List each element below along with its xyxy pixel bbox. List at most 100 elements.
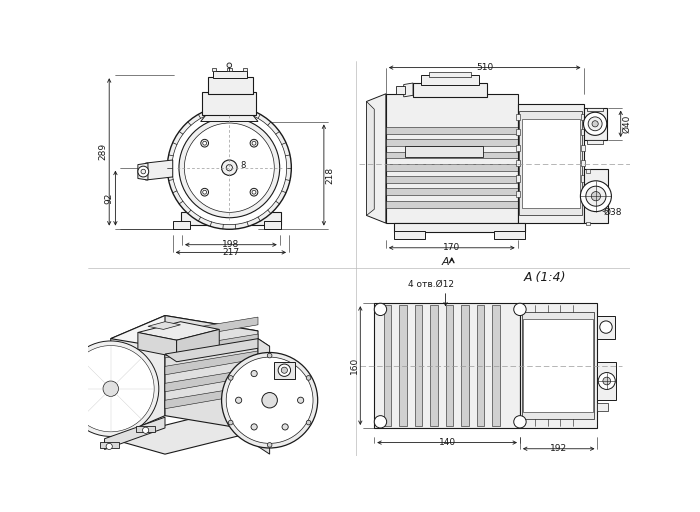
Bar [428, 72, 471, 77]
Bar [430, 305, 438, 426]
Bar [211, 68, 216, 72]
Polygon shape [104, 417, 165, 450]
Polygon shape [165, 334, 258, 358]
Circle shape [592, 191, 601, 201]
Bar [523, 319, 593, 412]
Circle shape [201, 139, 209, 147]
Polygon shape [148, 322, 181, 329]
Polygon shape [111, 315, 165, 439]
Bar [520, 303, 598, 428]
Bar [584, 108, 607, 140]
Bar [477, 305, 484, 426]
Circle shape [67, 346, 154, 432]
Polygon shape [258, 338, 270, 454]
Text: 92: 92 [105, 193, 113, 204]
Bar [516, 114, 520, 120]
Circle shape [592, 121, 598, 127]
Bar [516, 144, 520, 151]
Bar [461, 305, 469, 426]
Circle shape [222, 352, 318, 448]
Bar [202, 92, 256, 115]
Circle shape [251, 424, 257, 430]
Circle shape [167, 106, 291, 229]
Bar [587, 108, 603, 112]
Bar [386, 164, 517, 171]
Polygon shape [165, 368, 258, 392]
Circle shape [600, 321, 612, 333]
Circle shape [250, 139, 258, 147]
Bar [598, 403, 608, 411]
Bar [598, 315, 615, 338]
Text: 198: 198 [223, 240, 239, 249]
Bar [386, 176, 517, 183]
Polygon shape [138, 322, 219, 340]
Circle shape [235, 397, 241, 403]
Bar [586, 222, 589, 225]
Circle shape [106, 443, 112, 450]
Bar [374, 303, 520, 428]
Bar [386, 94, 517, 223]
Polygon shape [165, 315, 258, 431]
Text: 140: 140 [438, 438, 456, 447]
Polygon shape [146, 160, 173, 180]
Circle shape [267, 353, 272, 358]
Circle shape [374, 416, 386, 428]
Text: 8: 8 [241, 161, 246, 170]
Bar [414, 305, 422, 426]
Bar [581, 114, 585, 120]
Bar [386, 152, 517, 158]
Circle shape [514, 416, 526, 428]
Text: A: A [442, 257, 449, 267]
Bar [173, 221, 190, 228]
Bar [587, 140, 603, 144]
Circle shape [201, 188, 209, 196]
Polygon shape [201, 114, 258, 121]
Circle shape [228, 376, 233, 380]
Polygon shape [111, 315, 258, 354]
Bar [581, 191, 585, 197]
Bar [396, 86, 405, 94]
Bar [584, 169, 608, 223]
Circle shape [63, 341, 159, 436]
Circle shape [250, 188, 258, 196]
Bar [399, 305, 407, 426]
Bar [516, 191, 520, 197]
Polygon shape [165, 385, 258, 409]
Text: Ø38: Ø38 [603, 208, 622, 217]
Polygon shape [165, 338, 270, 362]
Bar [274, 362, 295, 379]
Circle shape [228, 420, 233, 425]
Bar [242, 68, 247, 72]
Bar [213, 71, 247, 78]
Bar [181, 211, 281, 225]
Bar [384, 305, 391, 426]
Text: 4 отв.Ø12: 4 отв.Ø12 [408, 280, 454, 289]
Bar [264, 221, 281, 228]
Circle shape [226, 357, 313, 443]
Polygon shape [367, 101, 374, 216]
Bar [386, 139, 517, 146]
Bar [393, 231, 425, 239]
Bar [517, 104, 584, 223]
Circle shape [251, 371, 257, 377]
Circle shape [141, 169, 146, 174]
Circle shape [306, 376, 311, 380]
Bar [227, 68, 232, 72]
Circle shape [584, 112, 607, 135]
Circle shape [267, 442, 272, 447]
Circle shape [172, 111, 287, 225]
Circle shape [580, 181, 611, 211]
Polygon shape [138, 163, 148, 180]
Bar [100, 442, 118, 448]
Text: 217: 217 [223, 248, 239, 257]
Bar [494, 231, 526, 239]
Bar [413, 83, 486, 97]
Bar [516, 160, 520, 166]
Bar [581, 144, 585, 151]
Polygon shape [176, 329, 219, 357]
Bar [522, 119, 580, 208]
Bar [421, 75, 479, 84]
Text: 510: 510 [476, 63, 494, 72]
Circle shape [603, 377, 610, 385]
Circle shape [227, 63, 232, 68]
